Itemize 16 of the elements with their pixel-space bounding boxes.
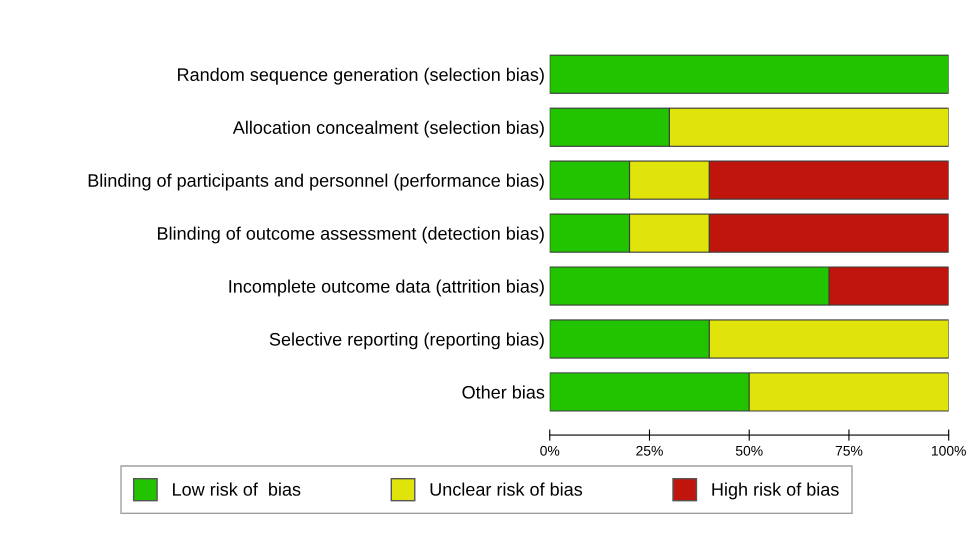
y-tick-label: Allocation concealment (selection bias) bbox=[232, 120, 544, 138]
y-tick-label: Selective reporting (reporting bias) bbox=[270, 332, 544, 350]
legend-label: Low risk of bias bbox=[173, 482, 300, 496]
x-tick-label: 100% bbox=[932, 446, 966, 456]
x-tick-label: 25% bbox=[636, 446, 663, 456]
y-tick-label: Other bias bbox=[462, 385, 544, 399]
x-tick-label: 0% bbox=[540, 446, 560, 456]
bar bbox=[550, 54, 949, 94]
legend-label: Unclear risk of bias bbox=[430, 482, 582, 496]
y-tick-label: Blinding of participants and personnel (performance bias) bbox=[88, 174, 544, 190]
y-tick-label: Random sequence generation (selection bias) bbox=[178, 68, 544, 85]
y-tick-label: Blinding of outcome assessment (detection bias) bbox=[158, 226, 544, 244]
y-tick-label: Incomplete outcome data (attrition bias) bbox=[229, 280, 544, 296]
x-tick-label: 75% bbox=[836, 446, 862, 456]
x-tick-label: 50% bbox=[736, 446, 763, 456]
legend-label: High risk of bias bbox=[712, 482, 839, 500]
